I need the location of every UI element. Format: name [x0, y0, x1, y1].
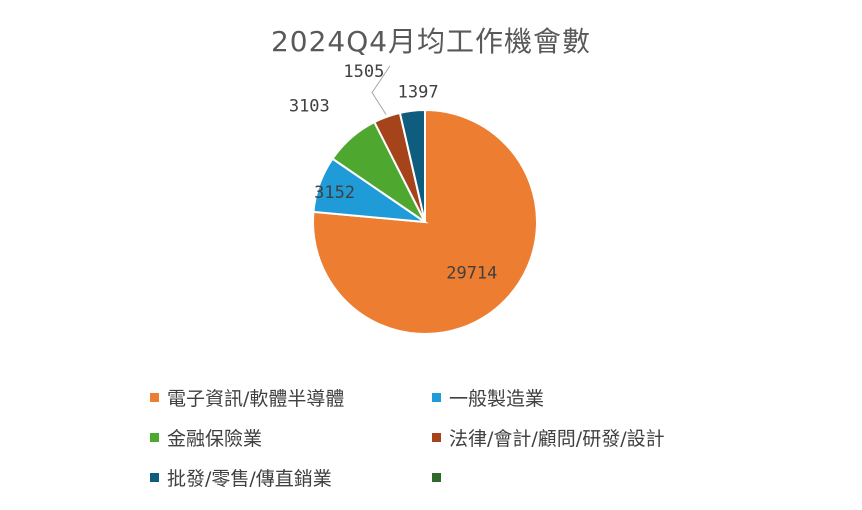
legend-label: 批發/零售/傳直銷業 — [167, 467, 332, 490]
legend-label: 法律/會計/顧問/研發/設計 — [449, 427, 665, 450]
legend-item: 批發/零售/傳直銷業 — [150, 464, 432, 490]
legend-swatch — [432, 392, 441, 402]
legend-item: 電子資訊/軟體半導體 — [150, 384, 432, 410]
data-label-一般製造業: 3152 — [314, 183, 355, 203]
legend-label: 金融保險業 — [167, 427, 263, 450]
pie-chart: 29714 3152 3103 1505 1397 — [289, 62, 538, 335]
data-label-電子資訊-軟體半導體: 29714 — [446, 263, 497, 283]
chart-title: 2024Q4月均工作機會數 — [270, 25, 592, 58]
legend-item: 法律/會計/顧問/研發/設計 — [432, 424, 732, 450]
legend-swatch — [150, 432, 159, 442]
data-label-法律-會計-顧問-研發-設計: 1505 — [343, 62, 384, 82]
legend-swatch — [432, 432, 441, 442]
data-label-批發-零售-傳直銷業: 1397 — [398, 83, 439, 103]
legend-swatch — [150, 392, 159, 402]
legend: 電子資訊/軟體半導體 一般製造業金融保險業 法律/會計/顧問/研發/設計批發/零售/… — [150, 384, 790, 490]
legend-item: 一般製造業 — [432, 384, 732, 410]
leader-line — [371, 65, 391, 115]
pie-slice-批發-零售-傳直銷業 — [398, 108, 426, 223]
legend-label: 一般製造業 — [449, 387, 545, 410]
legend-label: 電子資訊/軟體半導體 — [167, 387, 345, 410]
data-label-金融保險業: 3103 — [289, 96, 330, 116]
legend-swatch — [150, 472, 159, 482]
legend-item: 金融保險業 — [150, 424, 432, 450]
legend-item — [432, 464, 732, 490]
legend-swatch — [432, 472, 441, 482]
